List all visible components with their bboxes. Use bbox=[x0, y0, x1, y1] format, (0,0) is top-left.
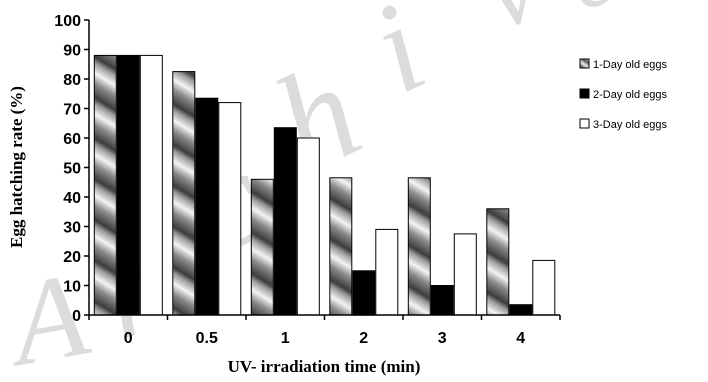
legend-swatch bbox=[579, 118, 590, 129]
bar-2 bbox=[352, 270, 376, 316]
y-tick-label: 80 bbox=[63, 72, 81, 89]
y-tick-label: 60 bbox=[63, 131, 81, 148]
watermark-letter: v bbox=[466, 0, 554, 53]
y-tick-label: 50 bbox=[63, 161, 81, 178]
bar-3 bbox=[375, 228, 399, 316]
y-axis-title: Egg hatching rate (%) bbox=[7, 86, 26, 248]
bar-1 bbox=[486, 208, 510, 316]
bar-2 bbox=[195, 97, 219, 316]
bar-1 bbox=[250, 178, 274, 316]
legend-label: 1-Day old eggs bbox=[593, 59, 667, 71]
bar-2 bbox=[273, 127, 297, 316]
bar-1 bbox=[407, 177, 431, 316]
bar-1 bbox=[93, 54, 117, 316]
x-tick-label: 4 bbox=[516, 330, 525, 347]
watermark-letter: A bbox=[0, 247, 97, 377]
y-tick-label: 40 bbox=[63, 190, 81, 207]
watermark-letter: i bbox=[351, 0, 445, 121]
bar-3 bbox=[139, 54, 163, 316]
legend-swatch bbox=[579, 88, 590, 99]
bar-3 bbox=[296, 137, 320, 316]
bar-3 bbox=[532, 259, 556, 316]
x-tick-label: 3 bbox=[438, 330, 447, 347]
x-tick-label: 2 bbox=[359, 330, 368, 347]
y-tick-label: 100 bbox=[54, 13, 81, 30]
x-tick-label: 1 bbox=[281, 330, 290, 347]
legend-label: 3-Day old eggs bbox=[593, 119, 667, 131]
ticks: 0 10 20 30 40 50 60 70 80 90 100 0 0.5 1 2 3 4 bbox=[54, 13, 561, 347]
watermark-letter: e bbox=[558, 0, 626, 30]
y-tick-label: 0 bbox=[72, 308, 81, 325]
bar-2 bbox=[509, 304, 533, 316]
bar-3 bbox=[218, 102, 242, 316]
legend-label: 2-Day old eggs bbox=[593, 89, 667, 101]
bar-1 bbox=[329, 177, 353, 316]
y-tick-label: 90 bbox=[63, 43, 81, 60]
bar-3 bbox=[453, 233, 477, 316]
bar-2 bbox=[116, 54, 140, 316]
legend-swatch bbox=[579, 58, 590, 69]
x-axis-title: UV- irradiation time (min) bbox=[228, 357, 421, 376]
bar-2 bbox=[430, 285, 454, 316]
legend: 1-Day old eggs 2-Day old eggs 3-Day old eg… bbox=[579, 58, 667, 131]
y-tick-label: 70 bbox=[63, 102, 81, 119]
x-tick-label: 0.5 bbox=[196, 330, 218, 347]
y-tick-label: 30 bbox=[63, 220, 81, 237]
y-tick-label: 10 bbox=[63, 279, 81, 296]
y-tick-label: 20 bbox=[63, 249, 81, 266]
bar-1 bbox=[172, 71, 196, 316]
x-tick-label: 0 bbox=[124, 330, 133, 347]
